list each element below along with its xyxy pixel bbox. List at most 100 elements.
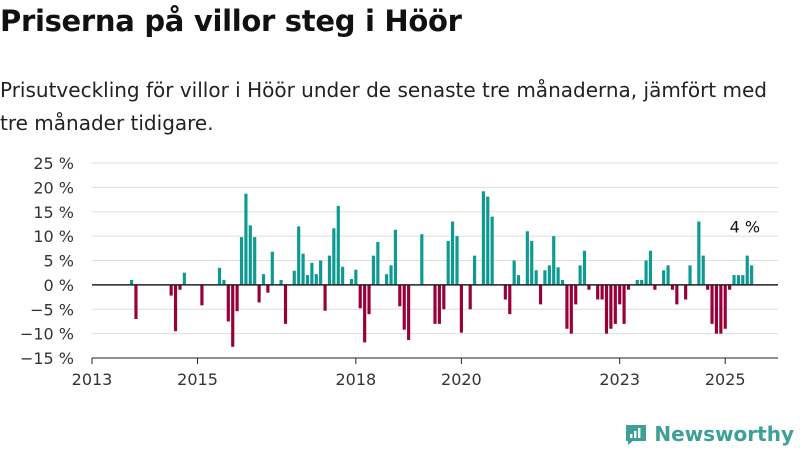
bar [129,280,134,285]
x-tick-label: 2015 [177,370,218,389]
bar [508,284,512,315]
y-tick-label: 10 % [33,227,74,246]
bar [398,284,402,307]
x-tick-label: 2018 [335,370,376,389]
bar [675,284,679,305]
bar [323,284,327,311]
bar [459,284,463,333]
bar [560,280,565,285]
bar [178,284,182,290]
bar [301,253,305,285]
bar [543,270,547,285]
annotations: 4 % [730,217,760,236]
bar [547,265,551,285]
bar [442,284,446,310]
y-axis: 25 % 20 % 15 % 10 % 5 % 0 % −5 % −10 % −15 % [20,154,74,368]
bar [600,284,604,300]
bar [706,284,710,290]
x-axis: 2013 2015 2018 2020 2023 2025 [72,358,746,389]
bar [270,251,274,285]
bar [556,267,560,285]
bar [701,255,705,285]
y-tick-label: −10 % [20,325,74,344]
bars [129,191,754,347]
bar [349,279,354,285]
bar [235,284,239,312]
bar [363,284,367,343]
bar [574,284,578,305]
bar [666,265,670,285]
bar [358,284,362,309]
bar [565,284,569,329]
x-tick-label: 2013 [72,370,113,389]
bar [582,250,587,285]
bar [297,226,301,285]
bar [534,270,538,285]
bar [336,205,340,285]
bar [332,228,336,285]
bar [653,284,657,290]
bar [200,284,204,306]
bar [217,267,222,285]
bar [596,284,600,300]
bar [490,216,494,285]
bar [618,284,622,305]
bar [450,221,455,285]
bar [604,284,609,334]
bar [587,284,591,290]
bar [648,250,653,285]
bar [248,225,252,285]
y-tick-label: −15 % [20,349,74,368]
y-tick-label: 15 % [33,203,74,222]
bar [253,237,257,285]
bar [670,284,675,290]
bar [626,284,631,290]
bar [736,275,741,285]
bar [516,275,521,285]
bar [402,284,406,330]
bar [688,265,692,285]
newsworthy-logo-icon [626,425,647,445]
bar [226,284,230,322]
y-tick-label: 0 % [44,276,74,295]
bar [750,265,754,285]
bar [305,275,310,285]
bar [354,269,358,285]
bar [433,284,437,324]
bar [327,255,332,285]
bar [231,284,235,347]
bar [266,284,270,293]
bar [182,272,186,285]
bar [486,196,490,285]
bar [613,284,617,324]
page-title: Priserna på villor steg i Höör [0,4,462,38]
bar [578,265,582,285]
bar [714,284,719,334]
bar [371,255,376,285]
x-tick-label: 2025 [705,370,746,389]
bar [437,284,441,324]
bar [644,260,648,285]
bar [732,275,736,285]
bar [662,270,666,285]
bar [635,280,639,285]
page-subtitle: Prisutveckling för villor i Höör under d… [0,78,767,135]
bar [530,241,534,285]
bar [314,274,318,285]
bar [257,284,261,303]
bar [446,241,450,285]
bar [173,284,178,332]
bar [697,221,701,285]
y-tick-label: 5 % [44,252,74,271]
bar [622,284,626,324]
bar [376,241,380,285]
bar [710,284,714,324]
bar [745,255,749,285]
bar [512,260,516,285]
bar [728,284,732,290]
bar [310,262,314,285]
bar [503,284,507,300]
bar [389,265,393,285]
grid-lines [92,162,778,359]
